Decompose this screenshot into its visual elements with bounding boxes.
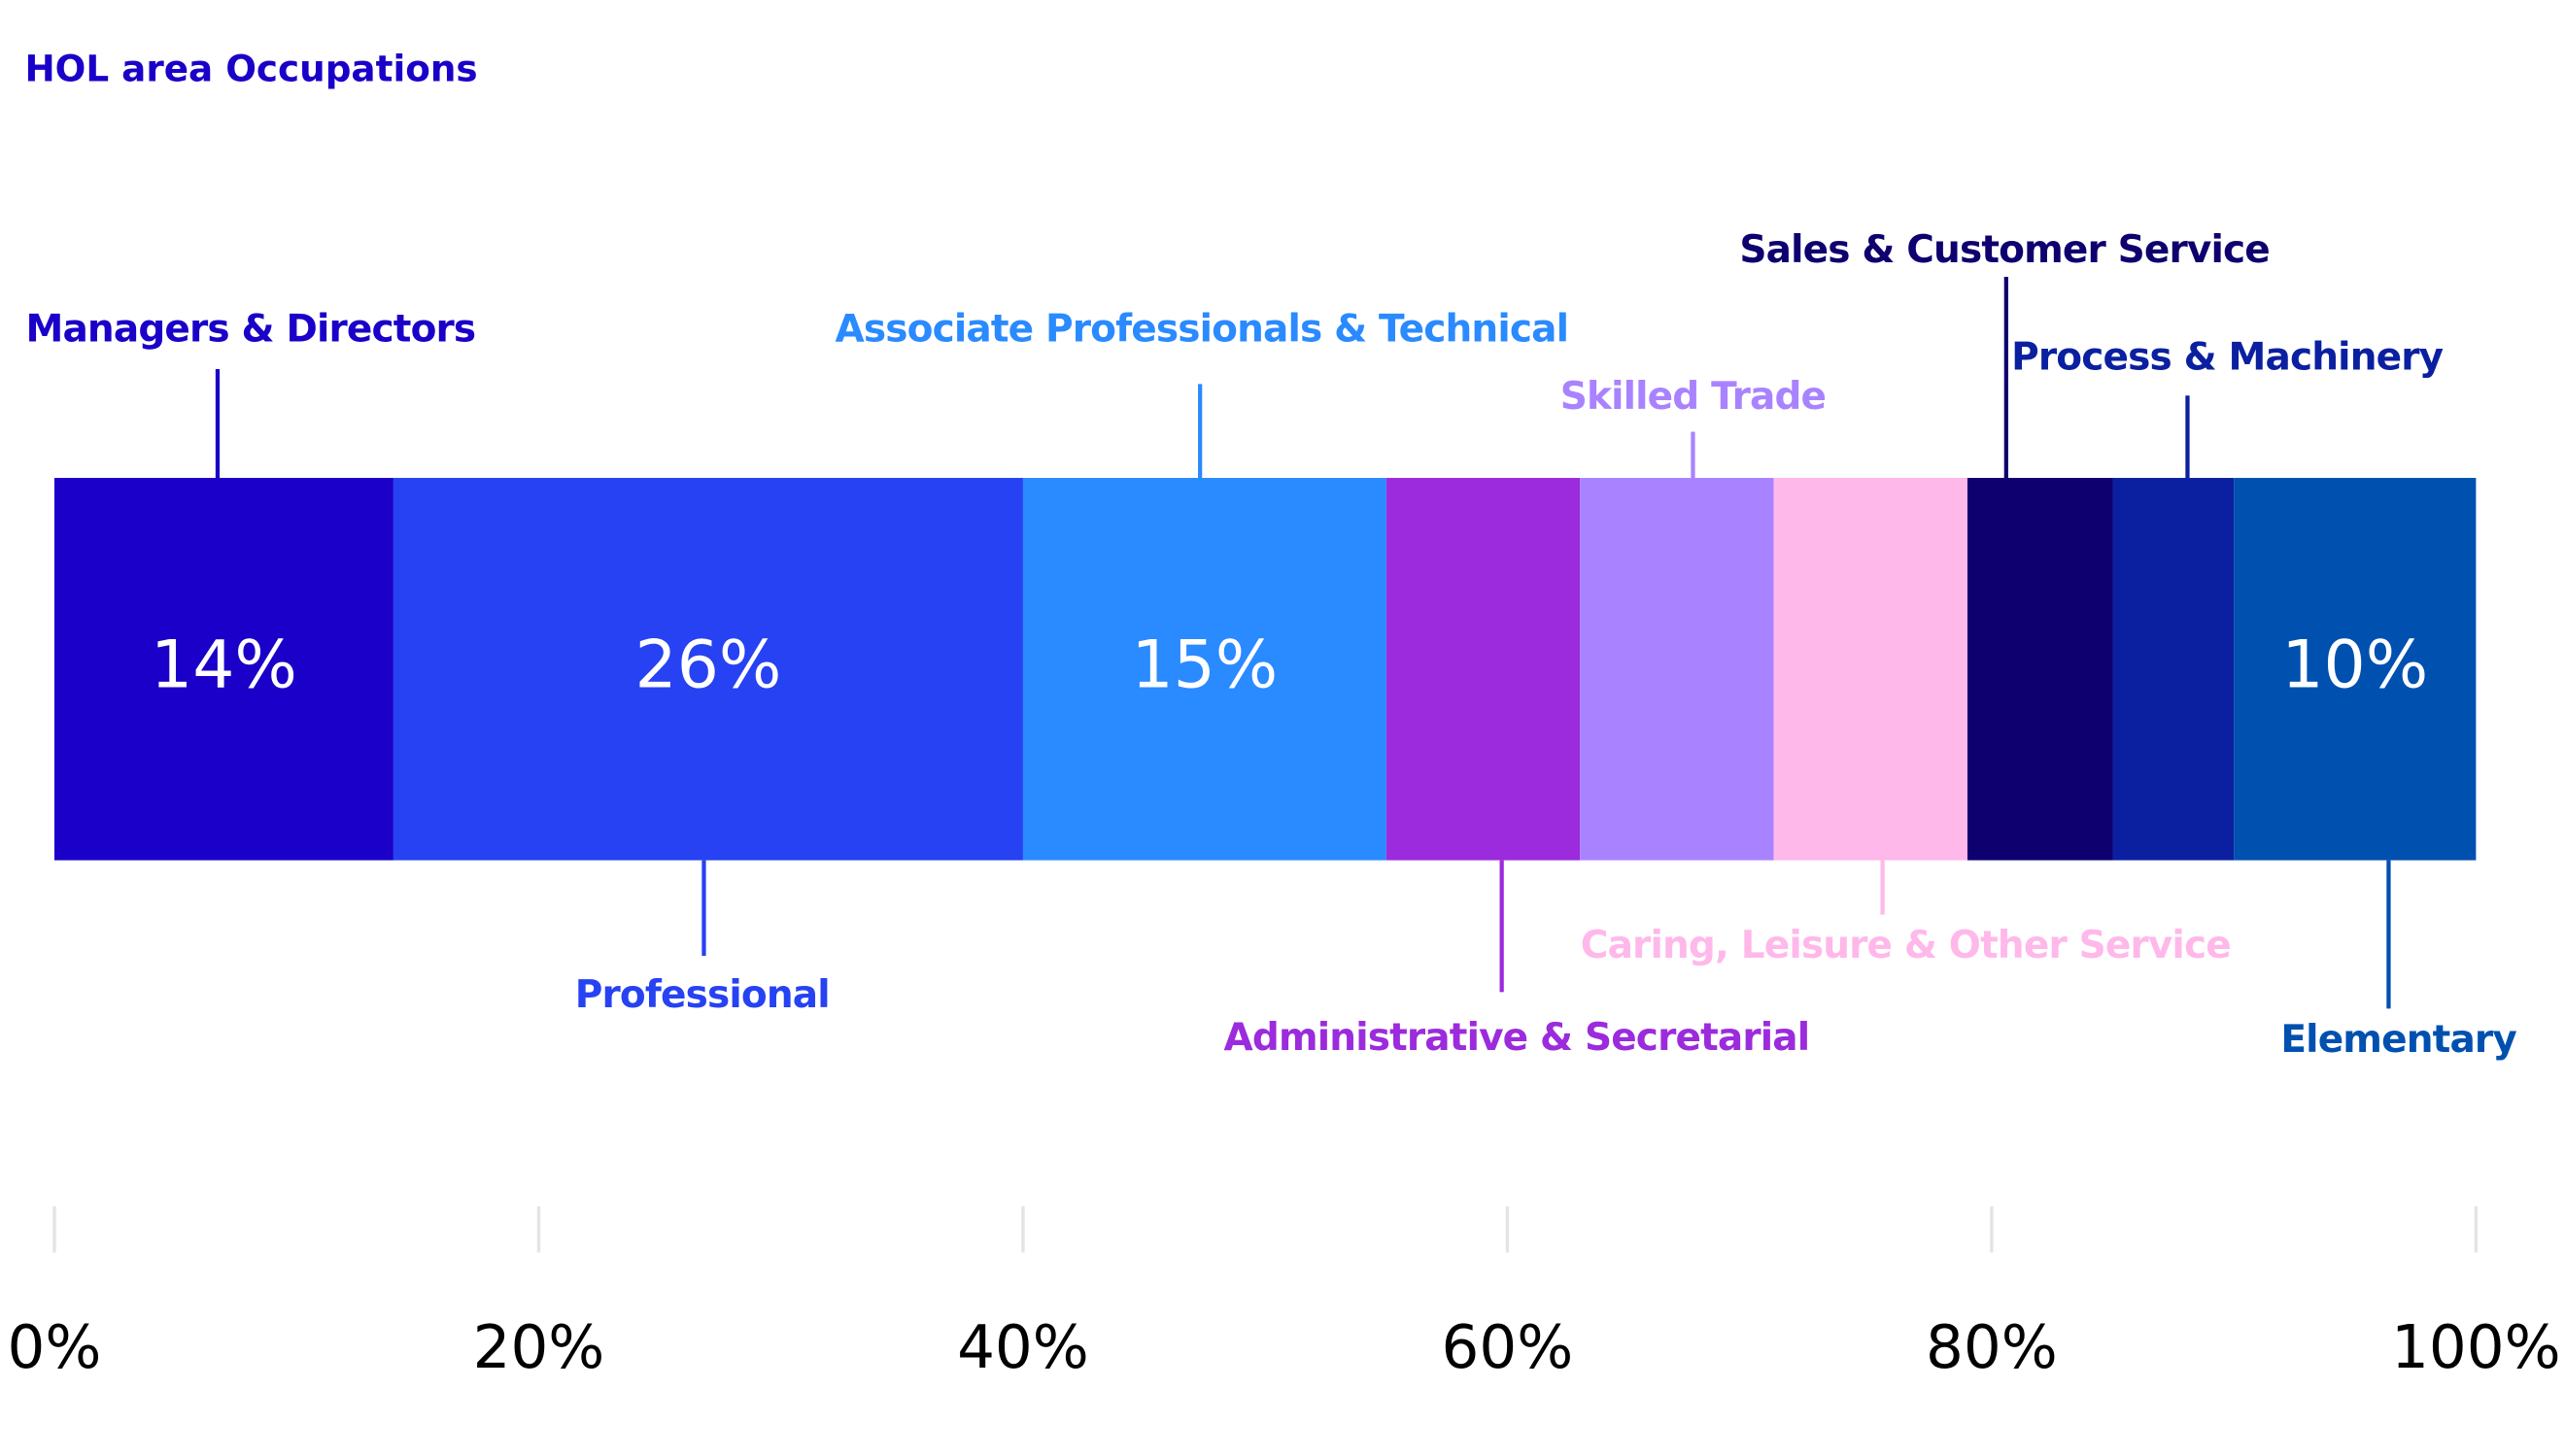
bar-segment [393, 478, 1023, 861]
x-tick-label: 40% [957, 1313, 1089, 1382]
segment-name: Elementary [2280, 1018, 2516, 1062]
data-label: 15% [1131, 626, 1278, 703]
segment-name: Administrative & Secretarial [1224, 1016, 1810, 1060]
chart-title: HOL area Occupations [24, 47, 477, 89]
x-tick-label: 100% [2391, 1313, 2561, 1382]
bar-segment [1580, 478, 1774, 861]
data-label: 10% [2281, 626, 2428, 703]
bar-segment [1385, 478, 1581, 861]
segment-name: Sales & Customer Service [1739, 228, 2270, 272]
x-tick-label: 80% [1926, 1313, 2058, 1382]
data-label: 14% [151, 626, 297, 703]
segment-name: Professional [575, 973, 830, 1017]
bar-segment [53, 478, 393, 861]
segment-name: Skilled Trade [1560, 375, 1826, 419]
segment-name: Managers & Directors [25, 308, 475, 352]
bar-segment [2234, 478, 2477, 861]
segment-name: Process & Machinery [2011, 335, 2444, 379]
x-tick-label: 20% [473, 1313, 605, 1382]
segment-name: Associate Professionals & Technical [836, 308, 1569, 352]
segment-name: Caring, Leisure & Other Service [1581, 924, 2231, 967]
bar-segment [2112, 478, 2235, 861]
x-tick-label: 0% [8, 1313, 102, 1382]
bar-segment [1773, 478, 1967, 861]
data-label: 26% [635, 626, 782, 703]
x-tick-label: 60% [1442, 1313, 1574, 1382]
bar-segment [1966, 478, 2113, 861]
bar-segment [1022, 478, 1386, 861]
